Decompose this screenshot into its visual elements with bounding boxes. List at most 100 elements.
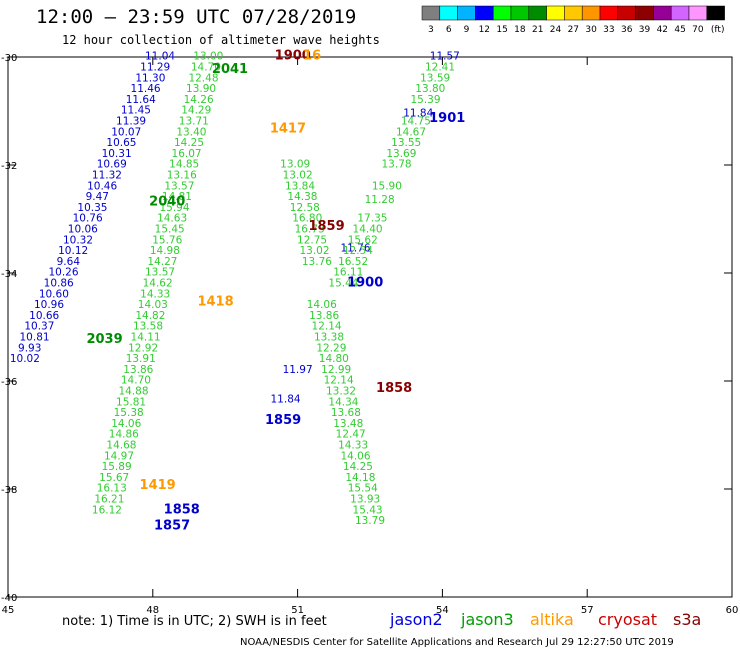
data-label-jason3: 15.90: [372, 180, 402, 192]
data-label-jason3: 13.93: [350, 494, 380, 506]
colorbar-label: (ft): [711, 25, 725, 35]
y-tick-label: -34: [1, 269, 17, 280]
data-label-jason3: 15.54: [348, 483, 378, 495]
data-label-jason3: 12.41: [425, 62, 455, 74]
colorbar-label: 6: [446, 25, 452, 35]
data-label-jason3: 13.48: [333, 418, 363, 430]
y-tick-label: -30: [1, 53, 17, 64]
data-label-jason3: 12.58: [290, 202, 320, 214]
data-label-jason2: 10.12: [58, 245, 88, 257]
data-label-jason3: 14.82: [135, 310, 165, 322]
data-label-jason3: 13.86: [123, 364, 153, 376]
data-label-jason3: 14.03: [138, 299, 168, 311]
data-label-jason3: 13.02: [283, 170, 313, 182]
data-label-jason3: 12.54: [343, 245, 373, 257]
data-label-jason3: 17.35: [357, 213, 387, 225]
colorbar-swatch: [599, 5, 619, 21]
data-label-jason3: 13.71: [179, 116, 209, 128]
data-label-pass_labels: 1859: [265, 413, 301, 428]
data-label-jason3: 13.02: [299, 245, 329, 257]
colorbar-swatch: [510, 5, 530, 21]
data-label-jason3: 13.57: [164, 180, 194, 192]
data-label-jason3: 13.80: [415, 83, 445, 95]
data-label-jason2: 10.66: [29, 310, 59, 322]
data-label-cryosat: 1900: [275, 49, 311, 64]
data-label-jason2: 11.29: [140, 62, 170, 74]
colorbar-label: 21: [532, 25, 543, 35]
data-label-jason2: 10.69: [97, 159, 127, 171]
data-label-jason2: 11.39: [116, 116, 146, 128]
data-label-altika: 1419: [140, 478, 176, 493]
data-label-jason3: 14.80: [319, 353, 349, 365]
colorbar-swatch: [439, 5, 458, 21]
data-label-jason2: 10.35: [77, 202, 107, 214]
data-label-jason3: 16.52: [338, 256, 368, 268]
x-tick-label: 45: [2, 605, 15, 616]
data-label-jason3: 14.34: [328, 396, 358, 408]
data-label-jason3: 14.06: [340, 450, 370, 462]
data-label-jason2: 10.96: [34, 299, 64, 311]
data-label-jason3: 14.06: [111, 418, 141, 430]
chart-title: 12:00 – 23:59 UTC 07/28/2019: [36, 6, 357, 28]
data-label-jason3: 12.14: [312, 321, 342, 333]
data-label-jason2: 10.26: [48, 267, 78, 279]
x-tick-label: 57: [581, 605, 594, 616]
data-label-jason2: 11.45: [121, 105, 151, 117]
colorbar-swatch: [688, 5, 708, 21]
data-label-jason3_labels: 2040: [149, 195, 185, 210]
data-label-jason3: 14.68: [106, 440, 136, 452]
data-label-jason3: 15.81: [116, 396, 146, 408]
data-label-jason2: 11.32: [92, 170, 122, 182]
y-tick-label: -40: [1, 593, 17, 604]
colorbar-label: 9: [464, 25, 470, 35]
data-label-jason2: 10.02: [10, 353, 40, 365]
data-label-jason3: 13.32: [326, 386, 356, 398]
data-label-jason3: 15.39: [410, 94, 440, 106]
data-label-jason2: 9.47: [86, 191, 109, 203]
x-tick-label: 60: [726, 605, 739, 616]
chart-subtitle: 12 hour collection of altimeter wave hei…: [62, 33, 380, 47]
legend-cryosat: cryosat: [598, 610, 657, 629]
data-label-jason3: 13.79: [355, 515, 385, 527]
data-label-jason3: 14.67: [396, 126, 426, 138]
colorbar-swatch: [670, 5, 690, 21]
data-label-jason3: 14.33: [140, 288, 170, 300]
data-label-altika: 1418: [197, 294, 233, 309]
data-label-jason2: 9.64: [57, 256, 81, 268]
data-label-jason3: 13.86: [309, 310, 339, 322]
data-label-jason3: 16.73: [295, 224, 325, 236]
footer-text: NOAA/NESDIS Center for Satellite Applica…: [240, 637, 674, 648]
data-label-jason3: 14.25: [343, 461, 373, 473]
y-tick-label: -32: [1, 161, 17, 172]
data-label-jason3: 15.38: [114, 407, 144, 419]
data-label-pass_labels: 1900: [347, 276, 383, 291]
colorbar-label: 70: [692, 25, 704, 35]
colorbar-swatch: [706, 5, 725, 21]
data-label-jason2: 9.93: [18, 342, 41, 354]
data-label-jason2: 10.86: [44, 278, 74, 290]
data-label-jason3_labels: 2039: [86, 332, 122, 347]
data-label-jason3: 16.13: [97, 483, 127, 495]
legend-jason3: jason3: [460, 610, 514, 629]
data-label-jason3: 13.38: [314, 332, 344, 344]
data-label-jason3: 11.28: [365, 194, 395, 206]
data-label-jason3: 13.59: [420, 72, 450, 84]
data-label-jason2: 11.04: [145, 51, 175, 63]
data-label-jason2: 11.46: [131, 83, 161, 95]
data-label-jason3: 13.00: [193, 51, 223, 63]
colorbar-label: 30: [585, 25, 597, 35]
colorbar-swatch: [564, 5, 583, 21]
data-label-jason3: 15.67: [99, 472, 129, 484]
data-label-jason3: 14.11: [131, 332, 161, 344]
data-label-pass_labels: 1901: [429, 111, 465, 126]
data-label-jason3: 16.12: [92, 504, 122, 516]
colorbar-label: 15: [496, 25, 507, 35]
data-label-jason2: 10.06: [68, 224, 98, 236]
data-label-jason3: 14.98: [150, 245, 180, 257]
colorbar-swatch: [581, 5, 601, 21]
data-label-cryosat: 1859: [308, 219, 344, 234]
colorbar-label: 27: [568, 25, 579, 35]
data-label-jason3: 14.85: [169, 159, 199, 171]
data-label-jason2: 10.76: [73, 213, 103, 225]
data-label-jason3: 15.62: [348, 234, 378, 246]
